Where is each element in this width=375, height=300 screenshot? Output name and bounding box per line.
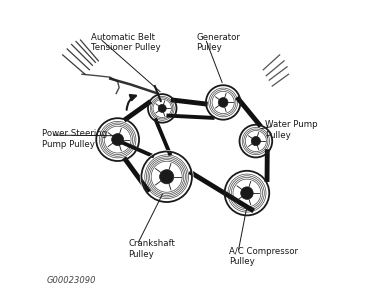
- Text: A/C Compressor
Pulley: A/C Compressor Pulley: [229, 247, 298, 266]
- Circle shape: [218, 98, 228, 107]
- Text: Automatic Belt
Tensioner Pulley: Automatic Belt Tensioner Pulley: [91, 33, 160, 52]
- Text: G00023090: G00023090: [46, 276, 96, 285]
- Text: Crankshaft
Pulley: Crankshaft Pulley: [128, 239, 175, 259]
- Circle shape: [158, 104, 166, 112]
- Text: Generator
Pulley: Generator Pulley: [196, 33, 240, 52]
- Circle shape: [112, 134, 124, 146]
- Circle shape: [160, 170, 174, 184]
- Text: Power Steering
Pump Pulley: Power Steering Pump Pulley: [42, 129, 107, 148]
- Circle shape: [251, 136, 261, 146]
- Text: Water Pump
Pulley: Water Pump Pulley: [265, 120, 317, 140]
- Circle shape: [241, 187, 253, 199]
